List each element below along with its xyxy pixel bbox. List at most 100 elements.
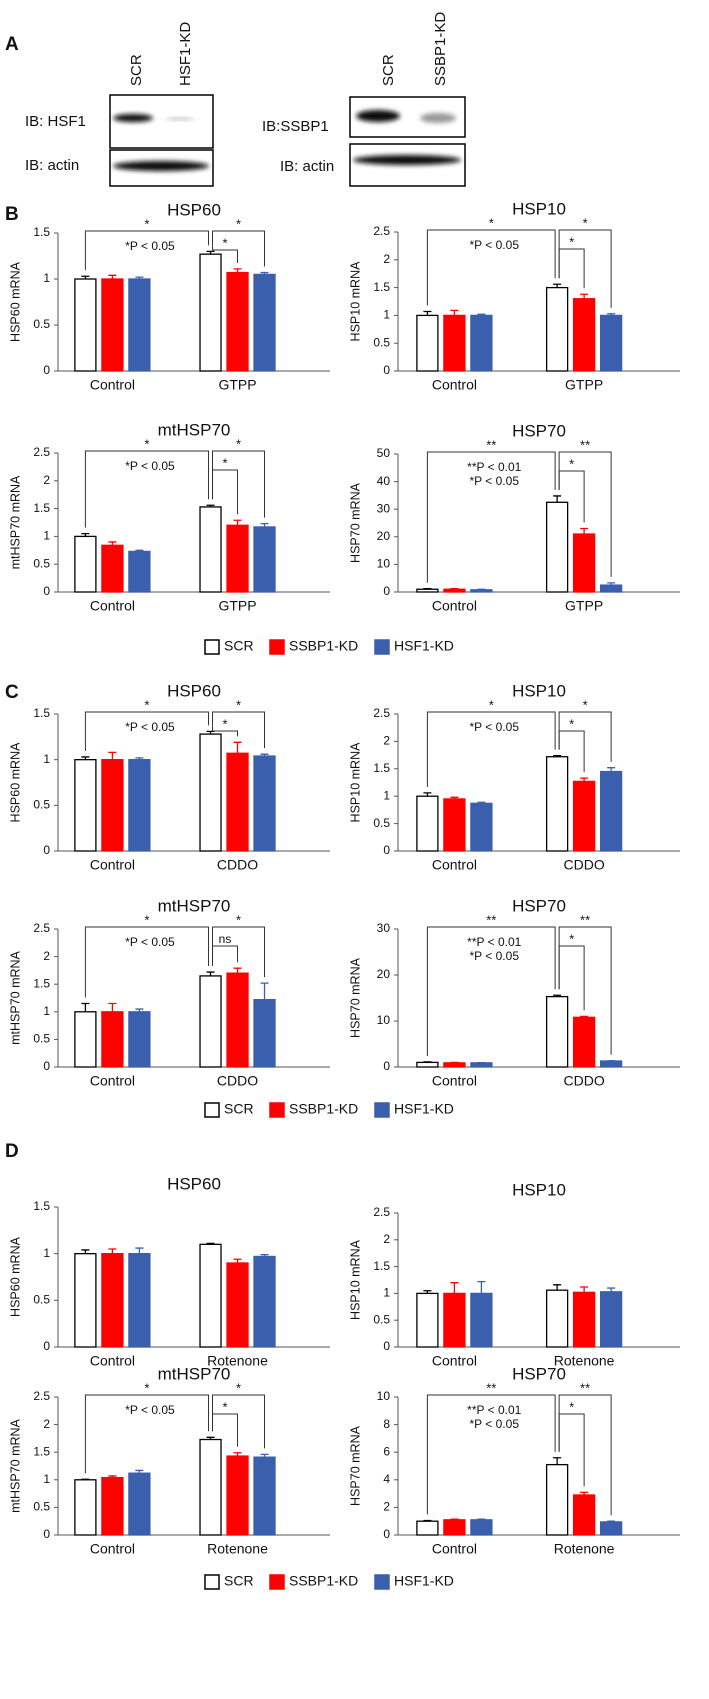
error-bar — [477, 801, 486, 804]
significance-bracket — [84, 230, 210, 271]
significance-bracket — [212, 1394, 266, 1449]
significance-label: * — [489, 215, 494, 230]
y-tick-label: 0 — [383, 843, 390, 857]
y-tick-label: 1 — [43, 752, 50, 766]
significance-bracket — [84, 926, 210, 998]
significance-label: * — [222, 1399, 227, 1414]
error-bar — [553, 495, 562, 503]
significance-bracket — [558, 248, 585, 289]
y-tick-label: 30 — [377, 501, 391, 515]
legend-swatch — [269, 1102, 285, 1118]
bar — [199, 975, 222, 1068]
error-bar — [450, 1282, 459, 1294]
y-tick-label: 40 — [377, 474, 391, 488]
bar — [470, 589, 493, 593]
bar — [253, 1456, 276, 1536]
bar — [74, 1253, 97, 1348]
significance-label: ** — [486, 912, 496, 927]
y-axis-label: HSP60 mRNA — [8, 742, 22, 823]
significance-bracket — [212, 725, 239, 737]
bar — [470, 1519, 493, 1536]
y-tick-label: 2 — [43, 473, 50, 487]
error-bar — [206, 504, 215, 507]
blot-band — [113, 114, 153, 122]
y-tick-label: 10 — [377, 557, 391, 571]
significance-label: * — [144, 216, 149, 231]
chart-title: HSP70 — [512, 421, 566, 440]
error-bar — [135, 276, 144, 279]
x-tick-label: Control — [90, 1073, 135, 1089]
y-axis-label: HSP70 mRNA — [348, 1425, 362, 1506]
chart-title: HSP60 — [167, 1174, 221, 1193]
panel-label: D — [5, 1141, 19, 1162]
error-bar — [233, 967, 242, 974]
y-axis-label: mtHSP70 mRNA — [8, 475, 22, 569]
x-tick-label: Control — [432, 1541, 477, 1557]
bar — [470, 1292, 493, 1348]
significance-bracket — [212, 450, 266, 518]
error-bar — [477, 1518, 486, 1520]
error-bar — [553, 994, 562, 997]
significance-bracket — [212, 945, 239, 967]
chart-title: HSP10 — [512, 199, 566, 218]
chart-title: HSP70 — [512, 1364, 566, 1383]
y-tick-label: 1.5 — [373, 280, 390, 294]
significance-label: ns — [219, 932, 232, 946]
bar — [253, 999, 276, 1068]
error-bar — [108, 751, 117, 760]
error-bar — [423, 1290, 432, 1294]
bar — [416, 1520, 439, 1536]
y-axis-label: HSP60 mRNA — [8, 1236, 22, 1317]
x-tick-label: Control — [90, 1541, 135, 1557]
bar — [443, 798, 466, 852]
significance-bracket — [558, 229, 612, 308]
significance-label: * — [489, 697, 494, 712]
legend-swatch — [204, 1574, 220, 1590]
significance-bracket — [426, 229, 556, 306]
significance-bracket — [558, 711, 612, 762]
x-tick-label: Rotenone — [554, 1353, 615, 1369]
error-bar — [423, 310, 432, 316]
error-bar — [260, 1253, 269, 1257]
bar — [470, 314, 493, 372]
significance-label: * — [569, 456, 574, 471]
significance-bracket — [558, 1394, 612, 1516]
legend-label: SSBP1-KD — [289, 638, 358, 654]
chart-title: mtHSP70 — [158, 1364, 231, 1383]
y-tick-label: 0.5 — [33, 317, 50, 331]
y-tick-label: 1.5 — [33, 501, 50, 515]
y-tick-label: 0.5 — [33, 798, 50, 812]
y-tick-label: 0 — [43, 363, 50, 377]
legend-label: SCR — [224, 1101, 254, 1117]
bar — [545, 756, 569, 852]
x-tick-label: CDDO — [564, 857, 605, 873]
x-tick-label: Control — [432, 377, 477, 393]
p-value-note: *P < 0.05 — [125, 239, 175, 253]
y-tick-label: 1 — [43, 1004, 50, 1018]
bar — [226, 1455, 249, 1536]
bar — [253, 755, 276, 852]
significance-label: ** — [580, 912, 590, 927]
y-tick-label: 0 — [383, 363, 390, 377]
y-tick-label: 1 — [383, 308, 390, 322]
y-tick-label: 2.5 — [33, 445, 50, 459]
bar — [599, 1521, 623, 1536]
bar — [572, 1291, 596, 1348]
significance-label: * — [222, 455, 227, 470]
error-bar — [81, 1002, 90, 1012]
error-bar — [450, 1518, 459, 1520]
significance-label: * — [569, 1399, 574, 1414]
y-tick-label: 1 — [383, 1286, 390, 1300]
error-bar — [206, 250, 215, 255]
chart-title: HSP60 — [167, 681, 221, 700]
error-bar — [580, 777, 589, 782]
bar — [545, 995, 569, 1068]
y-tick-label: 1.5 — [373, 1259, 390, 1273]
significance-label: * — [144, 912, 149, 927]
y-tick-label: 2.5 — [373, 1205, 390, 1219]
y-tick-label: 1.5 — [373, 761, 390, 775]
y-tick-label: 4 — [383, 1472, 390, 1486]
error-bar — [108, 541, 117, 546]
x-tick-label: Control — [90, 857, 135, 873]
bar — [199, 1243, 222, 1348]
